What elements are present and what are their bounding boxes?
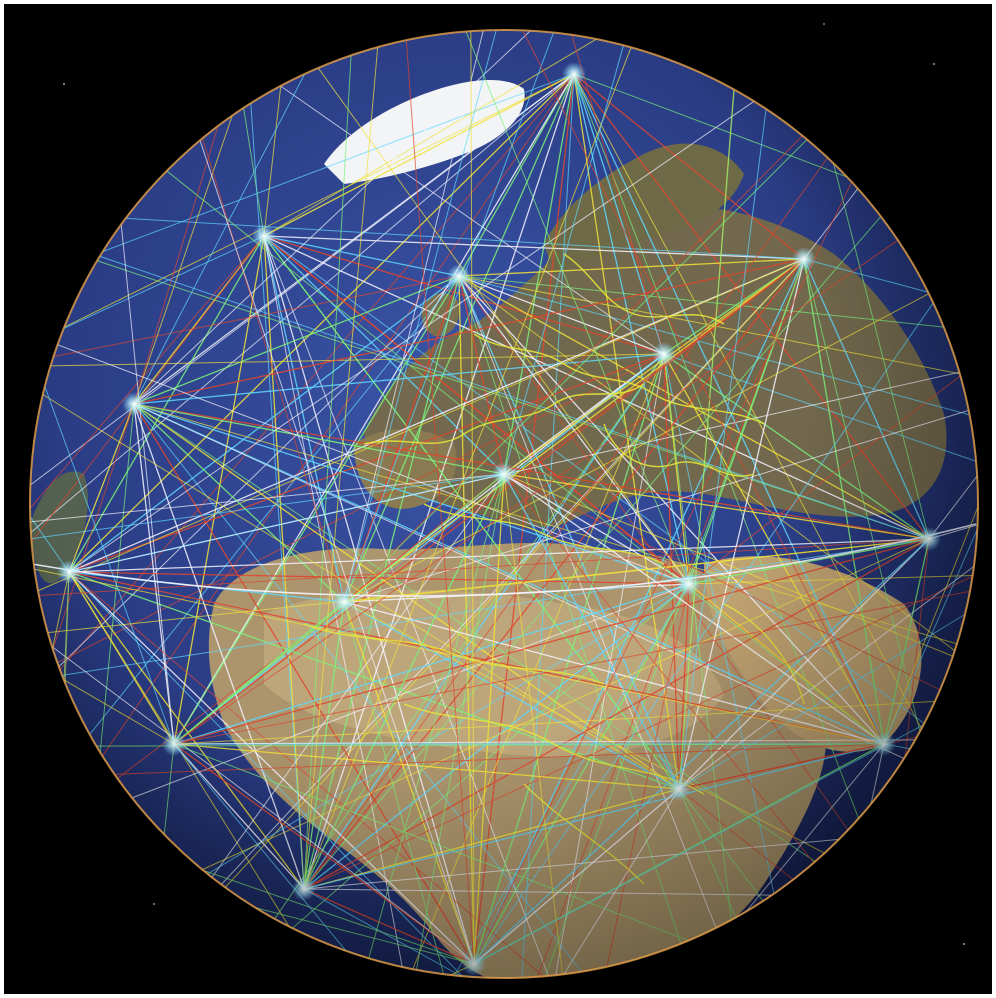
globe-shading (30, 30, 978, 978)
globe-rim (29, 29, 979, 979)
stars (63, 23, 965, 945)
globe-scene (29, 23, 979, 979)
photo-frame (4, 4, 992, 994)
